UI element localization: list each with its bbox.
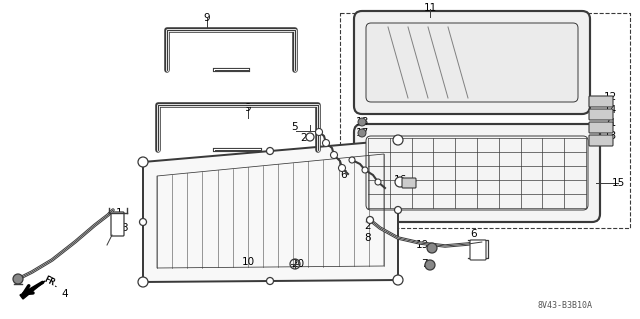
Text: 2: 2 (301, 133, 307, 143)
Text: 9: 9 (244, 103, 252, 113)
FancyBboxPatch shape (111, 212, 124, 236)
Text: 13: 13 (604, 131, 616, 141)
Text: 9: 9 (204, 13, 211, 23)
Text: 11: 11 (424, 3, 436, 13)
Circle shape (349, 157, 355, 163)
Text: 8V43-B3B10A: 8V43-B3B10A (538, 301, 593, 310)
Circle shape (393, 135, 403, 145)
Circle shape (394, 206, 401, 213)
Text: 16: 16 (394, 175, 406, 185)
Text: 19: 19 (415, 240, 429, 250)
Text: 20: 20 (291, 259, 305, 269)
Text: 1: 1 (116, 208, 122, 218)
FancyBboxPatch shape (402, 178, 416, 188)
FancyBboxPatch shape (589, 109, 613, 120)
Circle shape (358, 118, 366, 126)
Text: 2: 2 (365, 221, 371, 231)
FancyBboxPatch shape (589, 96, 613, 107)
Text: 18: 18 (355, 117, 369, 127)
Text: 15: 15 (611, 178, 625, 188)
Text: 5: 5 (292, 122, 298, 132)
Text: 4: 4 (61, 289, 68, 299)
FancyBboxPatch shape (589, 135, 613, 146)
FancyBboxPatch shape (366, 136, 588, 210)
Circle shape (266, 147, 273, 154)
Polygon shape (20, 281, 45, 299)
FancyBboxPatch shape (589, 122, 613, 133)
Circle shape (425, 260, 435, 270)
Text: 12: 12 (604, 92, 616, 102)
FancyBboxPatch shape (470, 240, 486, 260)
FancyBboxPatch shape (354, 124, 600, 222)
Circle shape (306, 133, 314, 141)
Circle shape (316, 129, 323, 136)
Circle shape (393, 275, 403, 285)
Text: 6: 6 (340, 170, 348, 180)
Circle shape (427, 243, 437, 253)
Circle shape (138, 157, 148, 167)
Circle shape (138, 277, 148, 287)
Circle shape (330, 152, 337, 159)
Circle shape (358, 129, 366, 137)
Circle shape (13, 274, 23, 284)
Text: 7: 7 (420, 259, 428, 269)
Polygon shape (143, 140, 398, 282)
Text: 10: 10 (241, 257, 255, 267)
Circle shape (362, 167, 368, 173)
Circle shape (339, 165, 346, 172)
Text: 8: 8 (365, 233, 371, 243)
Circle shape (266, 278, 273, 285)
Text: FR.: FR. (42, 275, 60, 290)
Text: 14: 14 (604, 105, 616, 115)
Text: 17: 17 (355, 128, 369, 138)
Circle shape (140, 219, 147, 226)
Text: 3: 3 (121, 223, 127, 233)
Circle shape (367, 217, 374, 224)
Circle shape (323, 139, 330, 146)
Text: 21: 21 (604, 118, 616, 128)
FancyBboxPatch shape (366, 23, 578, 102)
Circle shape (395, 177, 405, 187)
Circle shape (375, 179, 381, 185)
Text: 6: 6 (470, 229, 477, 239)
FancyBboxPatch shape (354, 11, 590, 114)
